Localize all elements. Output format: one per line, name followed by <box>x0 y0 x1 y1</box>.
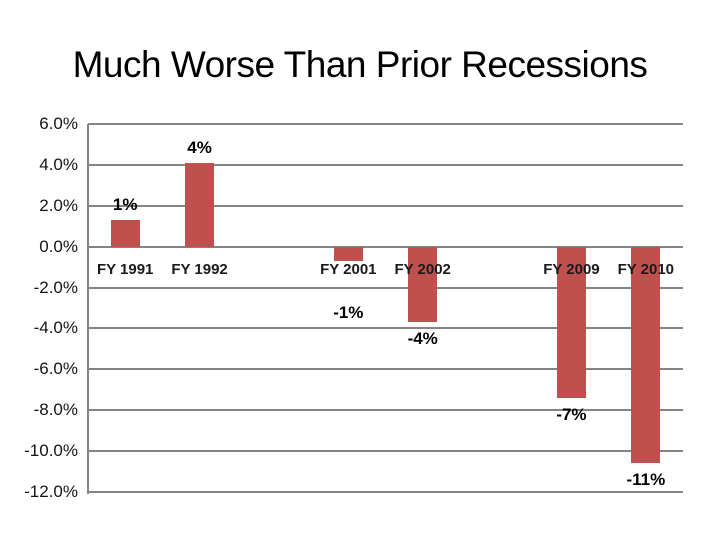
y-axis-tick-label: -12.0% <box>24 482 78 501</box>
gridline <box>88 450 683 453</box>
data-label: -7% <box>556 404 587 424</box>
bar-fy-1991 <box>110 220 140 247</box>
y-axis-tick-label: -2.0% <box>33 277 78 297</box>
chart-title: Much Worse Than Prior Recessions <box>72 44 648 85</box>
y-axis-tick-label: 2.0% <box>39 195 78 215</box>
data-label: -11% <box>626 470 666 490</box>
bar-fy-2009 <box>556 246 586 398</box>
data-label: 4% <box>187 137 212 157</box>
y-axis-tick-label: 0.0% <box>39 236 78 256</box>
gridline <box>88 123 683 125</box>
data-label: -1% <box>333 302 364 322</box>
category-label: FY 1991 <box>96 260 154 278</box>
gridline <box>88 286 683 289</box>
y-axis-tick-label: -6.0% <box>33 359 78 379</box>
bar-fy-2002 <box>408 246 438 323</box>
y-axis-line <box>87 124 89 494</box>
gridline <box>88 163 683 166</box>
gridline <box>88 491 683 493</box>
category-label: FY 2010 <box>617 260 675 278</box>
y-axis-tick-label: -8.0% <box>33 400 78 420</box>
data-label: -4% <box>407 329 438 349</box>
y-axis-tick-label: -10.0% <box>24 441 78 461</box>
bar-fy-2001 <box>333 246 363 261</box>
data-label: 1% <box>112 195 138 215</box>
gridline <box>88 204 683 207</box>
y-axis-tick-label: 4.0% <box>39 154 78 174</box>
category-label: FY 1992 <box>171 260 228 278</box>
gridline <box>88 409 683 412</box>
category-label: FY 2002 <box>394 260 451 278</box>
bar-fy-2010 <box>631 246 661 464</box>
category-label: FY 2009 <box>543 260 600 278</box>
gridline <box>88 368 683 371</box>
gridline <box>88 327 683 330</box>
gridline <box>88 245 683 248</box>
category-label: FY 2001 <box>320 260 377 278</box>
bar-fy-1992 <box>185 162 215 247</box>
y-axis-tick-label: 6.0% <box>39 114 78 133</box>
y-axis-tick-label: -4.0% <box>33 318 78 338</box>
